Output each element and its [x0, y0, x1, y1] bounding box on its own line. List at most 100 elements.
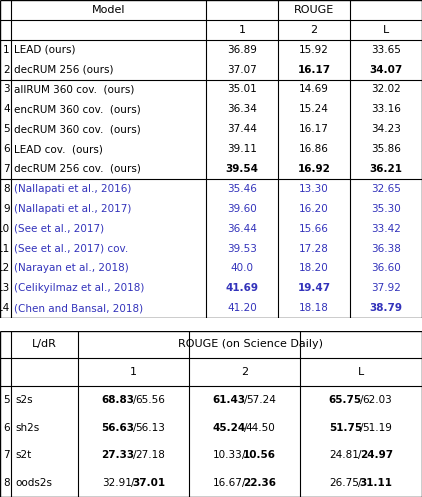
- Text: 65.56: 65.56: [135, 395, 165, 405]
- Text: 36.34: 36.34: [227, 104, 257, 114]
- Text: 34.23: 34.23: [371, 124, 401, 134]
- Text: 1: 1: [130, 367, 137, 377]
- Text: 10.33: 10.33: [213, 450, 243, 460]
- Text: 1: 1: [238, 25, 246, 35]
- Text: 15.24: 15.24: [299, 104, 329, 114]
- Text: 19.47: 19.47: [298, 283, 330, 293]
- Text: decRUM 256 cov.  (ours): decRUM 256 cov. (ours): [14, 164, 141, 174]
- Text: /: /: [133, 422, 136, 432]
- Text: (Chen and Bansal, 2018): (Chen and Bansal, 2018): [14, 303, 143, 313]
- Text: 16.92: 16.92: [298, 164, 330, 174]
- Text: 14: 14: [0, 303, 10, 313]
- Text: 62.03: 62.03: [362, 395, 392, 405]
- Text: L/dR: L/dR: [32, 339, 57, 349]
- Text: 26.75: 26.75: [330, 478, 359, 488]
- Text: s2t: s2t: [15, 450, 32, 460]
- Text: 6: 6: [3, 144, 10, 154]
- Text: 37.92: 37.92: [371, 283, 401, 293]
- Text: 56.63: 56.63: [102, 422, 135, 432]
- Text: 61.43: 61.43: [212, 395, 246, 405]
- Text: 35.30: 35.30: [371, 204, 401, 214]
- Text: 24.97: 24.97: [360, 450, 393, 460]
- Text: 18.18: 18.18: [299, 303, 329, 313]
- Text: 4: 4: [3, 104, 10, 114]
- Text: 7: 7: [3, 450, 10, 460]
- Text: 10: 10: [0, 224, 10, 234]
- Text: decRUM 256 (ours): decRUM 256 (ours): [14, 65, 114, 75]
- Text: 12: 12: [0, 263, 10, 273]
- Text: 34.07: 34.07: [369, 65, 403, 75]
- Text: 51.75: 51.75: [329, 422, 362, 432]
- Text: 37.44: 37.44: [227, 124, 257, 134]
- Text: 57.24: 57.24: [246, 395, 276, 405]
- Text: 11: 11: [0, 244, 10, 253]
- Text: 41.69: 41.69: [225, 283, 259, 293]
- Text: 15.92: 15.92: [299, 45, 329, 55]
- Text: 39.54: 39.54: [225, 164, 259, 174]
- Text: 33.16: 33.16: [371, 104, 401, 114]
- Text: 16.67: 16.67: [213, 478, 243, 488]
- Text: 35.46: 35.46: [227, 184, 257, 194]
- Text: 24.81: 24.81: [330, 450, 359, 460]
- Text: (See et al., 2017) cov.: (See et al., 2017) cov.: [14, 244, 129, 253]
- Text: /: /: [133, 395, 136, 405]
- Text: 65.75: 65.75: [329, 395, 362, 405]
- Text: 10.56: 10.56: [243, 450, 276, 460]
- Text: /: /: [358, 478, 362, 488]
- Text: 14.69: 14.69: [299, 84, 329, 94]
- Text: LEAD cov.  (ours): LEAD cov. (ours): [14, 144, 103, 154]
- Text: 5: 5: [3, 124, 10, 134]
- Text: 13: 13: [0, 283, 10, 293]
- Text: ROUGE: ROUGE: [294, 5, 334, 15]
- Text: 6: 6: [3, 422, 10, 432]
- Text: (See et al., 2017): (See et al., 2017): [14, 224, 105, 234]
- Text: 45.24: 45.24: [212, 422, 246, 432]
- Text: 56.13: 56.13: [135, 422, 165, 432]
- Text: 17.28: 17.28: [299, 244, 329, 253]
- Text: 33.65: 33.65: [371, 45, 401, 55]
- Text: 33.42: 33.42: [371, 224, 401, 234]
- Text: /: /: [360, 422, 364, 432]
- Text: Model: Model: [92, 5, 125, 15]
- Text: /: /: [241, 450, 245, 460]
- Text: (Narayan et al., 2018): (Narayan et al., 2018): [14, 263, 129, 273]
- Text: /: /: [243, 422, 247, 432]
- Text: 44.50: 44.50: [246, 422, 276, 432]
- Text: 35.86: 35.86: [371, 144, 401, 154]
- Text: 31.11: 31.11: [360, 478, 393, 488]
- Text: 36.44: 36.44: [227, 224, 257, 234]
- Text: 16.17: 16.17: [298, 65, 330, 75]
- Text: 36.21: 36.21: [369, 164, 403, 174]
- Text: 32.91: 32.91: [102, 478, 132, 488]
- Text: 3: 3: [3, 84, 10, 94]
- Text: /: /: [243, 395, 247, 405]
- Text: 16.86: 16.86: [299, 144, 329, 154]
- Text: /: /: [241, 478, 245, 488]
- Text: 13.30: 13.30: [299, 184, 329, 194]
- Text: L: L: [358, 367, 364, 377]
- Text: 36.60: 36.60: [371, 263, 401, 273]
- Text: 15.66: 15.66: [299, 224, 329, 234]
- Text: 2: 2: [311, 25, 317, 35]
- Text: 39.53: 39.53: [227, 244, 257, 253]
- Text: 22.36: 22.36: [243, 478, 276, 488]
- Text: 38.79: 38.79: [369, 303, 403, 313]
- Text: (Nallapati et al., 2016): (Nallapati et al., 2016): [14, 184, 132, 194]
- Text: 37.07: 37.07: [227, 65, 257, 75]
- Text: decRUM 360 cov.  (ours): decRUM 360 cov. (ours): [14, 124, 141, 134]
- Text: 1: 1: [3, 45, 10, 55]
- Text: encRUM 360 cov.  (ours): encRUM 360 cov. (ours): [14, 104, 141, 114]
- Text: 32.02: 32.02: [371, 84, 401, 94]
- Text: 36.89: 36.89: [227, 45, 257, 55]
- Text: oods2s: oods2s: [15, 478, 52, 488]
- Text: 51.19: 51.19: [362, 422, 392, 432]
- Text: (Celikyilmaz et al., 2018): (Celikyilmaz et al., 2018): [14, 283, 145, 293]
- Text: s2s: s2s: [15, 395, 33, 405]
- Text: LEAD (ours): LEAD (ours): [14, 45, 76, 55]
- Text: /: /: [133, 450, 136, 460]
- Text: 9: 9: [3, 204, 10, 214]
- Text: L: L: [383, 25, 389, 35]
- Text: 2: 2: [241, 367, 248, 377]
- Text: (Nallapati et al., 2017): (Nallapati et al., 2017): [14, 204, 132, 214]
- Text: 39.11: 39.11: [227, 144, 257, 154]
